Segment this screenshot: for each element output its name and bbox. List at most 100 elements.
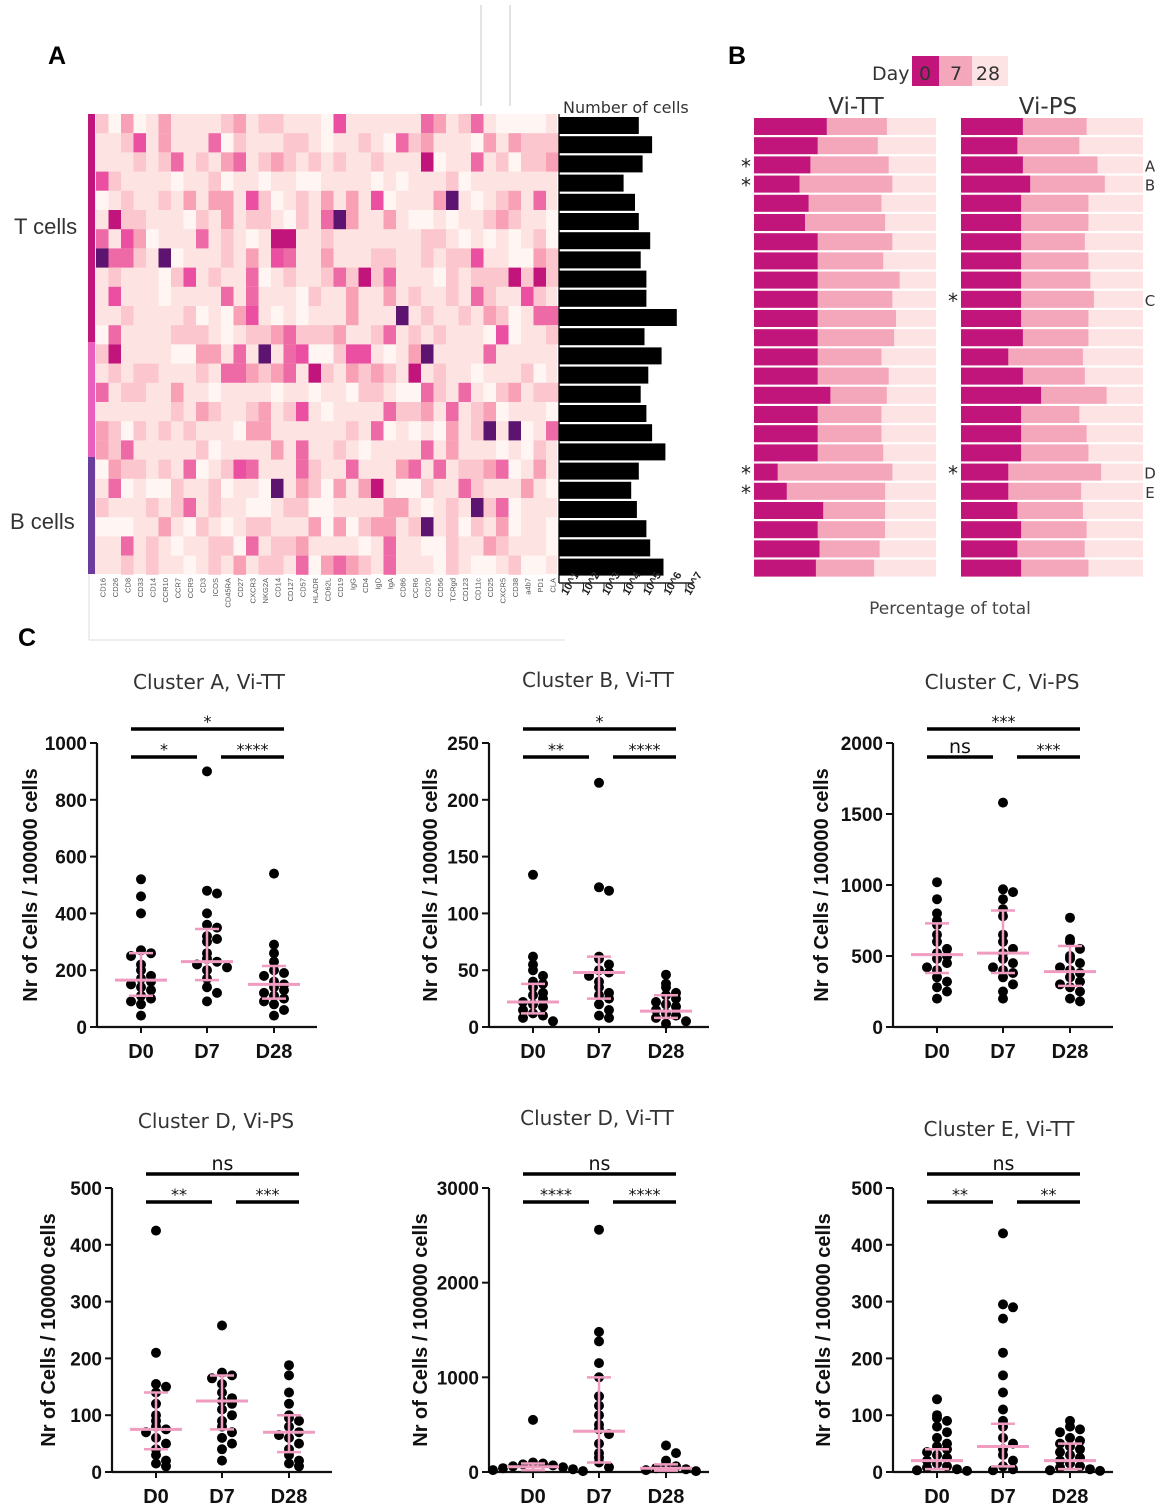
data-point xyxy=(202,766,212,777)
heatmap-cell xyxy=(221,152,234,172)
data-point xyxy=(932,1421,942,1432)
heatmap-cell xyxy=(96,382,109,402)
data-point xyxy=(932,1413,942,1423)
heatmap-cell xyxy=(433,267,446,287)
bar-segment-d7 xyxy=(826,118,887,135)
heatmap-cell xyxy=(121,114,134,134)
heatmap-cell xyxy=(396,382,409,402)
data-point xyxy=(998,894,1008,905)
marker-label: CD4 xyxy=(361,578,370,593)
heatmap-cell xyxy=(308,459,321,479)
marker-label: CD25 xyxy=(486,578,495,597)
data-point xyxy=(1008,887,1018,898)
group-title-vitt: Vi-TT xyxy=(828,94,884,120)
significance-label: **** xyxy=(629,1185,661,1204)
data-point xyxy=(222,962,232,973)
x-tick-label: D7 xyxy=(209,1486,235,1508)
cell-count-bar xyxy=(559,366,649,384)
data-point xyxy=(942,976,952,987)
heatmap-cell xyxy=(496,382,509,402)
data-point xyxy=(1075,1444,1085,1455)
heatmap-cell xyxy=(358,344,371,364)
heatmap-cell xyxy=(233,133,246,153)
y-tick-label: 50 xyxy=(458,961,479,982)
heatmap-cell xyxy=(133,152,146,172)
heatmap-cell xyxy=(471,190,484,210)
bar-segment-d7 xyxy=(1021,406,1080,423)
y-tick-label: 1000 xyxy=(45,734,87,755)
cell-count-bar xyxy=(559,443,666,461)
heatmap-cell xyxy=(333,517,346,537)
heatmap-cell xyxy=(433,459,446,479)
chart-title: Cluster E, Vi-TT xyxy=(924,1117,1076,1141)
significance-star: * xyxy=(948,462,958,486)
heatmap-cell xyxy=(121,190,134,210)
marker-label: CCR6 xyxy=(411,578,420,598)
marker-label: CXCR3 xyxy=(248,578,257,603)
data-point xyxy=(136,874,146,885)
data-point xyxy=(998,1313,1008,1324)
heatmap-cell xyxy=(396,171,409,191)
heatmap-cell xyxy=(458,459,471,479)
legend-day-0: 0 xyxy=(919,63,931,85)
bar-segment-d7 xyxy=(1008,348,1083,366)
data-point xyxy=(538,1010,548,1021)
bar-segment-d7 xyxy=(817,425,882,443)
bar-segment-d7 xyxy=(830,386,887,404)
heatmap-cell xyxy=(121,248,134,268)
heatmap-cell xyxy=(196,517,209,537)
heatmap-cell xyxy=(371,517,384,537)
heatmap-cell xyxy=(421,498,434,518)
heatmap-cell xyxy=(371,325,384,345)
bar-segment-d0 xyxy=(961,386,1042,404)
bar-segment-d7 xyxy=(1021,271,1091,289)
heatmap-cell xyxy=(383,248,396,268)
significance-label: * xyxy=(160,740,168,759)
heatmap-cell xyxy=(371,267,384,287)
heatmap-cell xyxy=(446,248,459,268)
legend-swatch-d7 xyxy=(939,56,972,86)
data-point xyxy=(217,1432,227,1443)
data-point xyxy=(227,1410,237,1421)
dot-plot-1: Cluster A, Vi-TT Nr of Cells / 100000 cel… xyxy=(20,670,317,1063)
bar-segment-d7 xyxy=(817,406,882,423)
cell-count-bar xyxy=(559,520,647,538)
heatmap-cell xyxy=(383,267,396,287)
heatmap-cell xyxy=(421,133,434,153)
heatmap-cell xyxy=(133,248,146,268)
bar-segment-d0 xyxy=(754,310,818,327)
data-point xyxy=(161,1381,171,1392)
marker-label: CD26 xyxy=(111,578,120,597)
data-point xyxy=(1075,996,1085,1007)
heatmap-cell xyxy=(533,133,546,153)
data-point xyxy=(942,986,952,997)
heatmap-cell xyxy=(246,421,259,441)
y-tick-label: 300 xyxy=(851,1293,883,1314)
data-point xyxy=(259,970,269,981)
data-point xyxy=(518,1012,528,1023)
heatmap-cell xyxy=(346,344,359,364)
heatmap-cell xyxy=(108,286,121,306)
data-point xyxy=(998,1404,1008,1415)
heatmap-cell xyxy=(321,133,334,153)
heatmap-cell xyxy=(171,171,184,191)
y-tick-label: 500 xyxy=(70,1179,102,1200)
bar-segment-d7 xyxy=(1021,425,1087,443)
bar-segment-d7 xyxy=(817,367,889,385)
bar-segment-d0 xyxy=(754,271,818,289)
y-tick-label: 3000 xyxy=(437,1179,479,1200)
heatmap-cell xyxy=(483,229,496,249)
heatmap-cell xyxy=(121,459,134,479)
bar-segment-d0 xyxy=(754,540,820,558)
heatmap-cell xyxy=(408,459,421,479)
heatmap-cell xyxy=(196,229,209,249)
heatmap-cell xyxy=(208,190,221,210)
bar-segment-d0 xyxy=(754,348,818,366)
heatmap-cell xyxy=(208,555,221,575)
heatmap-cell xyxy=(121,229,134,249)
heatmap-cell xyxy=(471,517,484,537)
cell-count-bar xyxy=(559,539,651,557)
heatmap-cell xyxy=(271,382,284,402)
heatmap-cell xyxy=(521,248,534,268)
y-tick-label: 200 xyxy=(851,1349,883,1370)
